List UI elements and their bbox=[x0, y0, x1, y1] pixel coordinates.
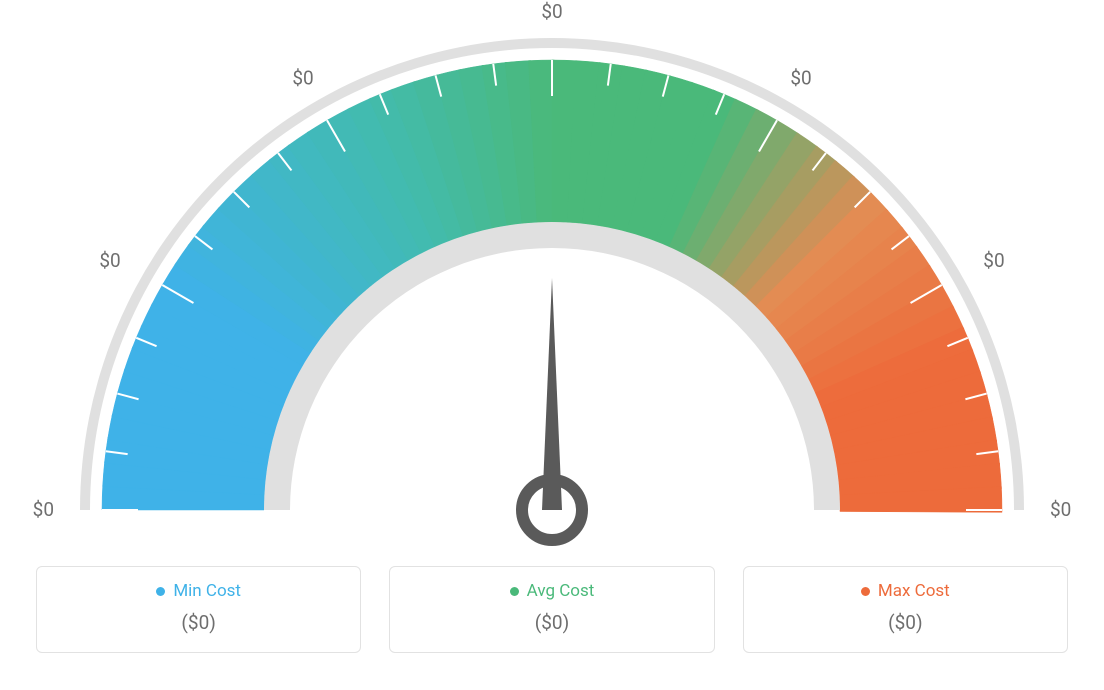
legend-dot-icon bbox=[510, 587, 519, 596]
gauge-tick-label: $0 bbox=[790, 67, 811, 90]
legend-dot-icon bbox=[861, 587, 870, 596]
legend-row: Min Cost ($0) Avg Cost ($0) Max Cost ($0) bbox=[0, 566, 1104, 653]
gauge-needle bbox=[522, 278, 582, 540]
legend-dot-icon bbox=[156, 587, 165, 596]
gauge-tick-label: $0 bbox=[541, 0, 562, 23]
legend-label: Max Cost bbox=[878, 581, 950, 601]
gauge-tick-label: $0 bbox=[983, 249, 1004, 272]
legend-title: Avg Cost bbox=[402, 581, 701, 601]
gauge-tick-label: $0 bbox=[99, 249, 120, 272]
gauge-chart: $0 $0 $0 $0 $0 $0 $0 bbox=[0, 0, 1104, 560]
legend-label: Avg Cost bbox=[527, 581, 595, 601]
legend-title: Max Cost bbox=[756, 581, 1055, 601]
gauge-tick-label: $0 bbox=[33, 498, 54, 521]
legend-card: Max Cost ($0) bbox=[743, 566, 1068, 653]
gauge-container: $0 $0 $0 $0 $0 $0 $0 bbox=[0, 0, 1104, 560]
gauge-tick-label: $0 bbox=[1050, 498, 1071, 521]
legend-card: Min Cost ($0) bbox=[36, 566, 361, 653]
legend-label: Min Cost bbox=[173, 581, 241, 601]
legend-value: ($0) bbox=[402, 611, 701, 634]
legend-value: ($0) bbox=[49, 611, 348, 634]
legend-value: ($0) bbox=[756, 611, 1055, 634]
legend-card: Avg Cost ($0) bbox=[389, 566, 714, 653]
gauge-tick-label: $0 bbox=[292, 67, 313, 90]
legend-title: Min Cost bbox=[49, 581, 348, 601]
